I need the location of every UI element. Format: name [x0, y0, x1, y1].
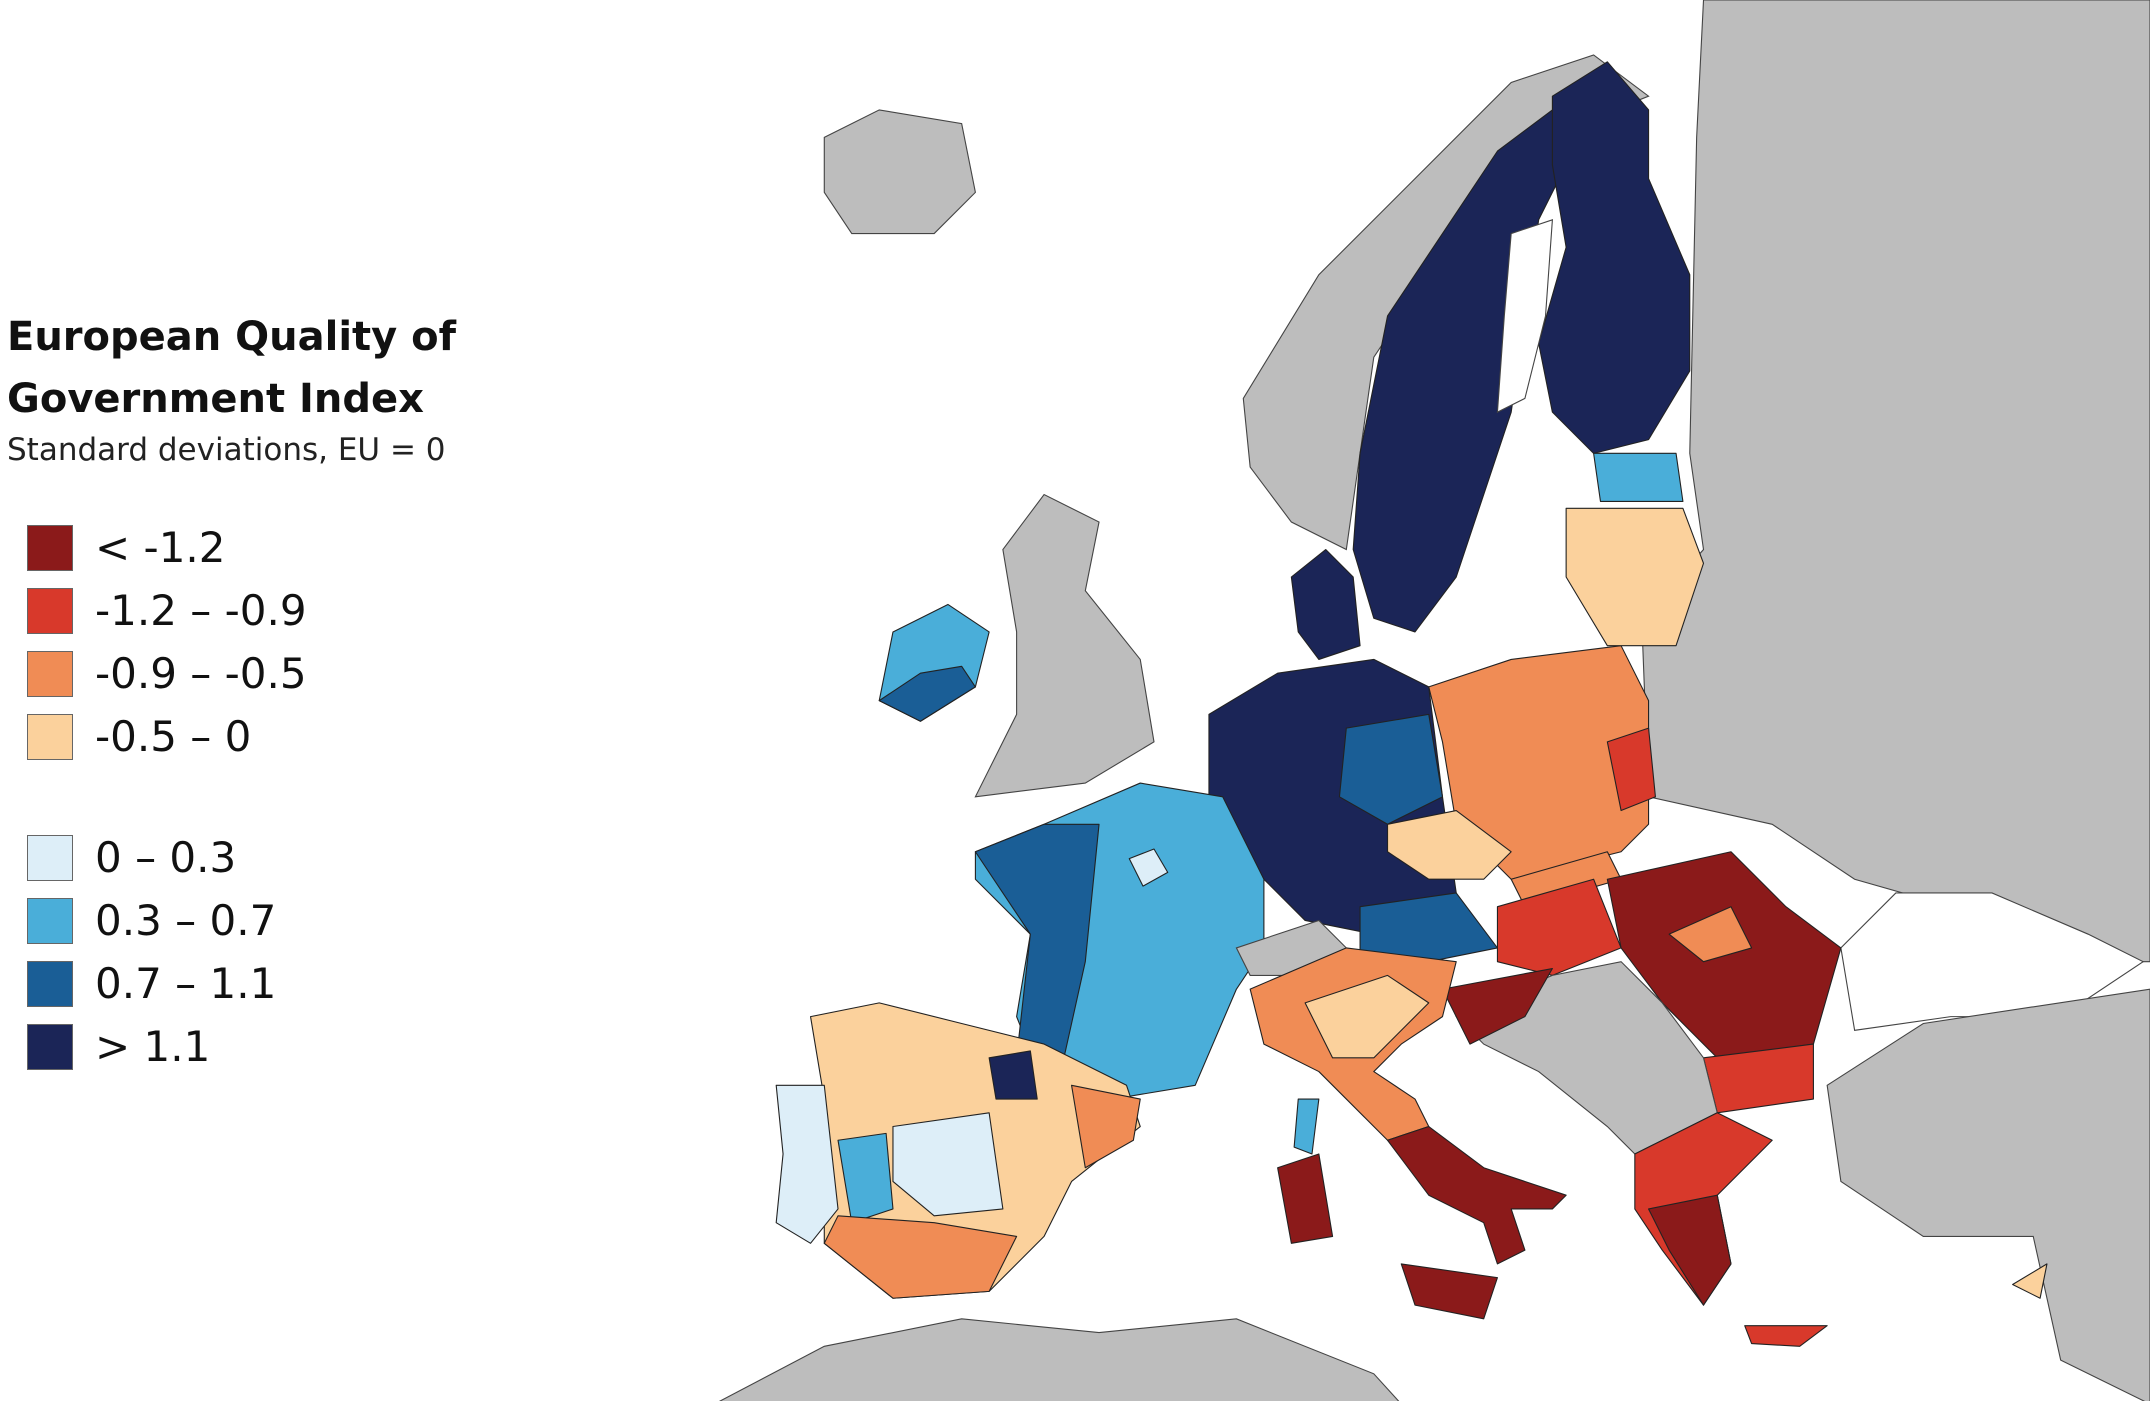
legend-swatch	[27, 897, 73, 944]
region	[775, 1084, 839, 1244]
legend-swatch	[27, 834, 73, 881]
legend-item: < -1.2	[27, 516, 527, 579]
region	[1441, 967, 1553, 1045]
region	[1293, 1098, 1320, 1155]
legend-swatch	[27, 524, 73, 571]
legend-swatch	[27, 1023, 73, 1070]
legend-item: 0.3 – 0.7	[27, 889, 527, 952]
region	[988, 1050, 1038, 1100]
legend-item: -1.2 – -0.9	[27, 579, 527, 642]
legend-item: -0.9 – -0.5	[27, 642, 527, 705]
region	[878, 665, 976, 722]
region	[1386, 1125, 1567, 1265]
region	[1359, 892, 1498, 963]
legend-swatch	[27, 960, 73, 1007]
legend-item: 0 – 0.3	[27, 826, 527, 889]
legend-items: < -1.2 -1.2 – -0.9 -0.9 – -0.5 -0.5 – 0 0 – …	[27, 516, 527, 1078]
legend-swatch	[27, 650, 73, 697]
legend-item: 0.7 – 1.1	[27, 952, 527, 1015]
legend-label: 0.3 – 0.7	[95, 896, 277, 945]
land-africa	[718, 1318, 1400, 1401]
legend-title: European Quality of Government Index	[7, 314, 457, 422]
region	[1496, 878, 1622, 976]
region	[823, 1215, 1018, 1299]
legend-label: -0.5 – 0	[95, 712, 252, 761]
uk	[974, 493, 1155, 798]
gulf-of-bothnia	[1496, 219, 1554, 414]
region	[1668, 906, 1753, 963]
region	[837, 1132, 894, 1224]
region	[1338, 713, 1444, 825]
region	[1744, 1325, 1828, 1347]
legend: European Quality of Government Index Sta…	[7, 306, 527, 1078]
legend-label: 0 – 0.3	[95, 833, 237, 882]
legend-label: < -1.2	[95, 523, 226, 572]
legend-label: -0.9 – -0.5	[95, 649, 307, 698]
region	[974, 823, 1100, 1086]
legend-label: > 1.1	[95, 1022, 211, 1071]
region	[1071, 1084, 1141, 1169]
iceland	[823, 109, 976, 235]
region	[1304, 974, 1430, 1059]
region	[2012, 1263, 2048, 1299]
region	[1593, 452, 1684, 502]
black-sea	[1840, 892, 2145, 1031]
region	[1400, 1263, 1498, 1320]
legend-label: -1.2 – -0.9	[95, 586, 307, 635]
region	[1606, 727, 1656, 812]
region	[1648, 1194, 1732, 1306]
legend-label: 0.7 – 1.1	[95, 959, 277, 1008]
region	[892, 1112, 1004, 1217]
legend-swatch	[27, 713, 73, 760]
region	[1277, 1153, 1334, 1244]
land-turkey	[1826, 988, 2150, 1401]
region	[1565, 507, 1705, 647]
legend-item: -0.5 – 0	[27, 705, 527, 768]
region	[1386, 809, 1512, 880]
legend-subtitle: Standard deviations, EU = 0	[7, 432, 446, 468]
map-shapes	[718, 0, 2150, 1401]
legend-item: > 1.1	[27, 1015, 527, 1078]
land-east	[1641, 0, 2150, 963]
region	[1290, 548, 1361, 660]
region	[1428, 645, 1650, 880]
region	[1538, 61, 1691, 454]
region	[1128, 848, 1169, 887]
legend-swatch	[27, 587, 73, 634]
